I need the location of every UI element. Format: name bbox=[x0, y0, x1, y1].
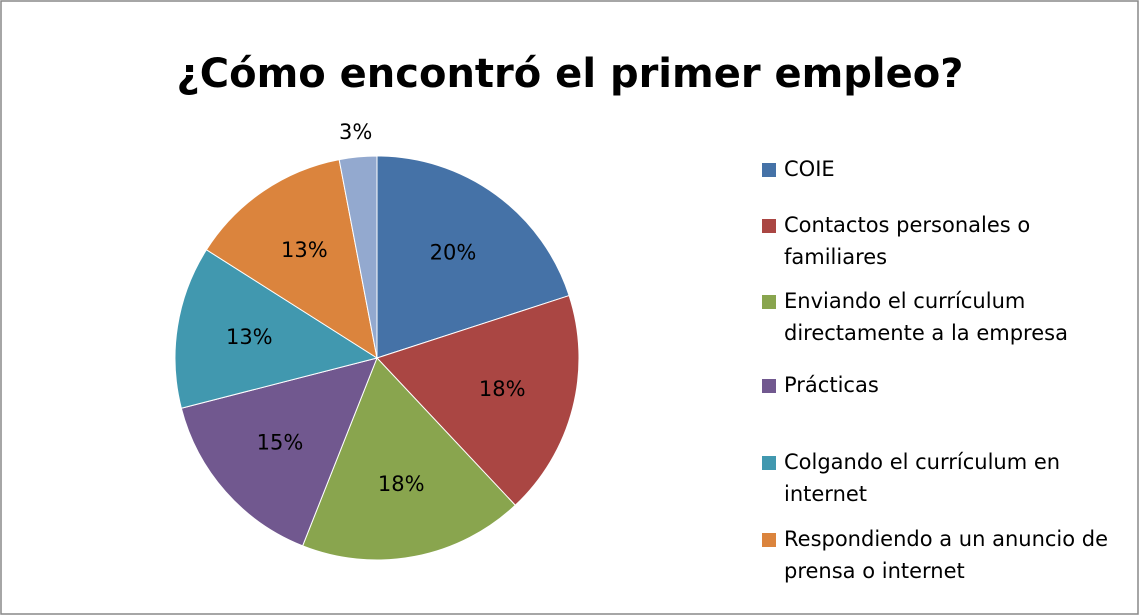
data-label: 3% bbox=[339, 120, 372, 144]
data-label: 13% bbox=[226, 325, 273, 349]
legend-label: Contactos personales o familiares bbox=[784, 213, 1030, 269]
pie-slice bbox=[180, 357, 378, 547]
data-label: 18% bbox=[378, 472, 425, 496]
data-label: 15% bbox=[257, 430, 304, 454]
legend-swatch bbox=[762, 533, 776, 547]
legend-label: Prácticas bbox=[784, 373, 879, 397]
chart-title: ¿Cómo encontró el primer empleo? bbox=[177, 51, 964, 97]
legend-swatch bbox=[762, 219, 776, 233]
legend-label: Colgando el currículum en internet bbox=[784, 450, 1060, 506]
legend-label: COIE bbox=[784, 157, 835, 181]
pie-slice bbox=[376, 155, 570, 359]
pie-slice bbox=[205, 158, 378, 360]
legend-label: Respondiendo a un anuncio de prensa o int… bbox=[784, 527, 1108, 583]
legend-swatch bbox=[762, 163, 776, 177]
pie-slice bbox=[376, 294, 580, 506]
legend-swatch bbox=[762, 379, 776, 393]
pie-slice bbox=[301, 357, 516, 561]
data-label: 13% bbox=[281, 238, 328, 262]
data-label: 18% bbox=[479, 377, 526, 401]
pie-slice bbox=[338, 155, 378, 359]
pie-slice bbox=[174, 249, 379, 409]
data-label: 20% bbox=[430, 240, 477, 264]
legend-swatch bbox=[762, 295, 776, 309]
legend-label: Enviando el currículum directamente a la … bbox=[784, 289, 1068, 345]
legend-swatch bbox=[762, 456, 776, 470]
